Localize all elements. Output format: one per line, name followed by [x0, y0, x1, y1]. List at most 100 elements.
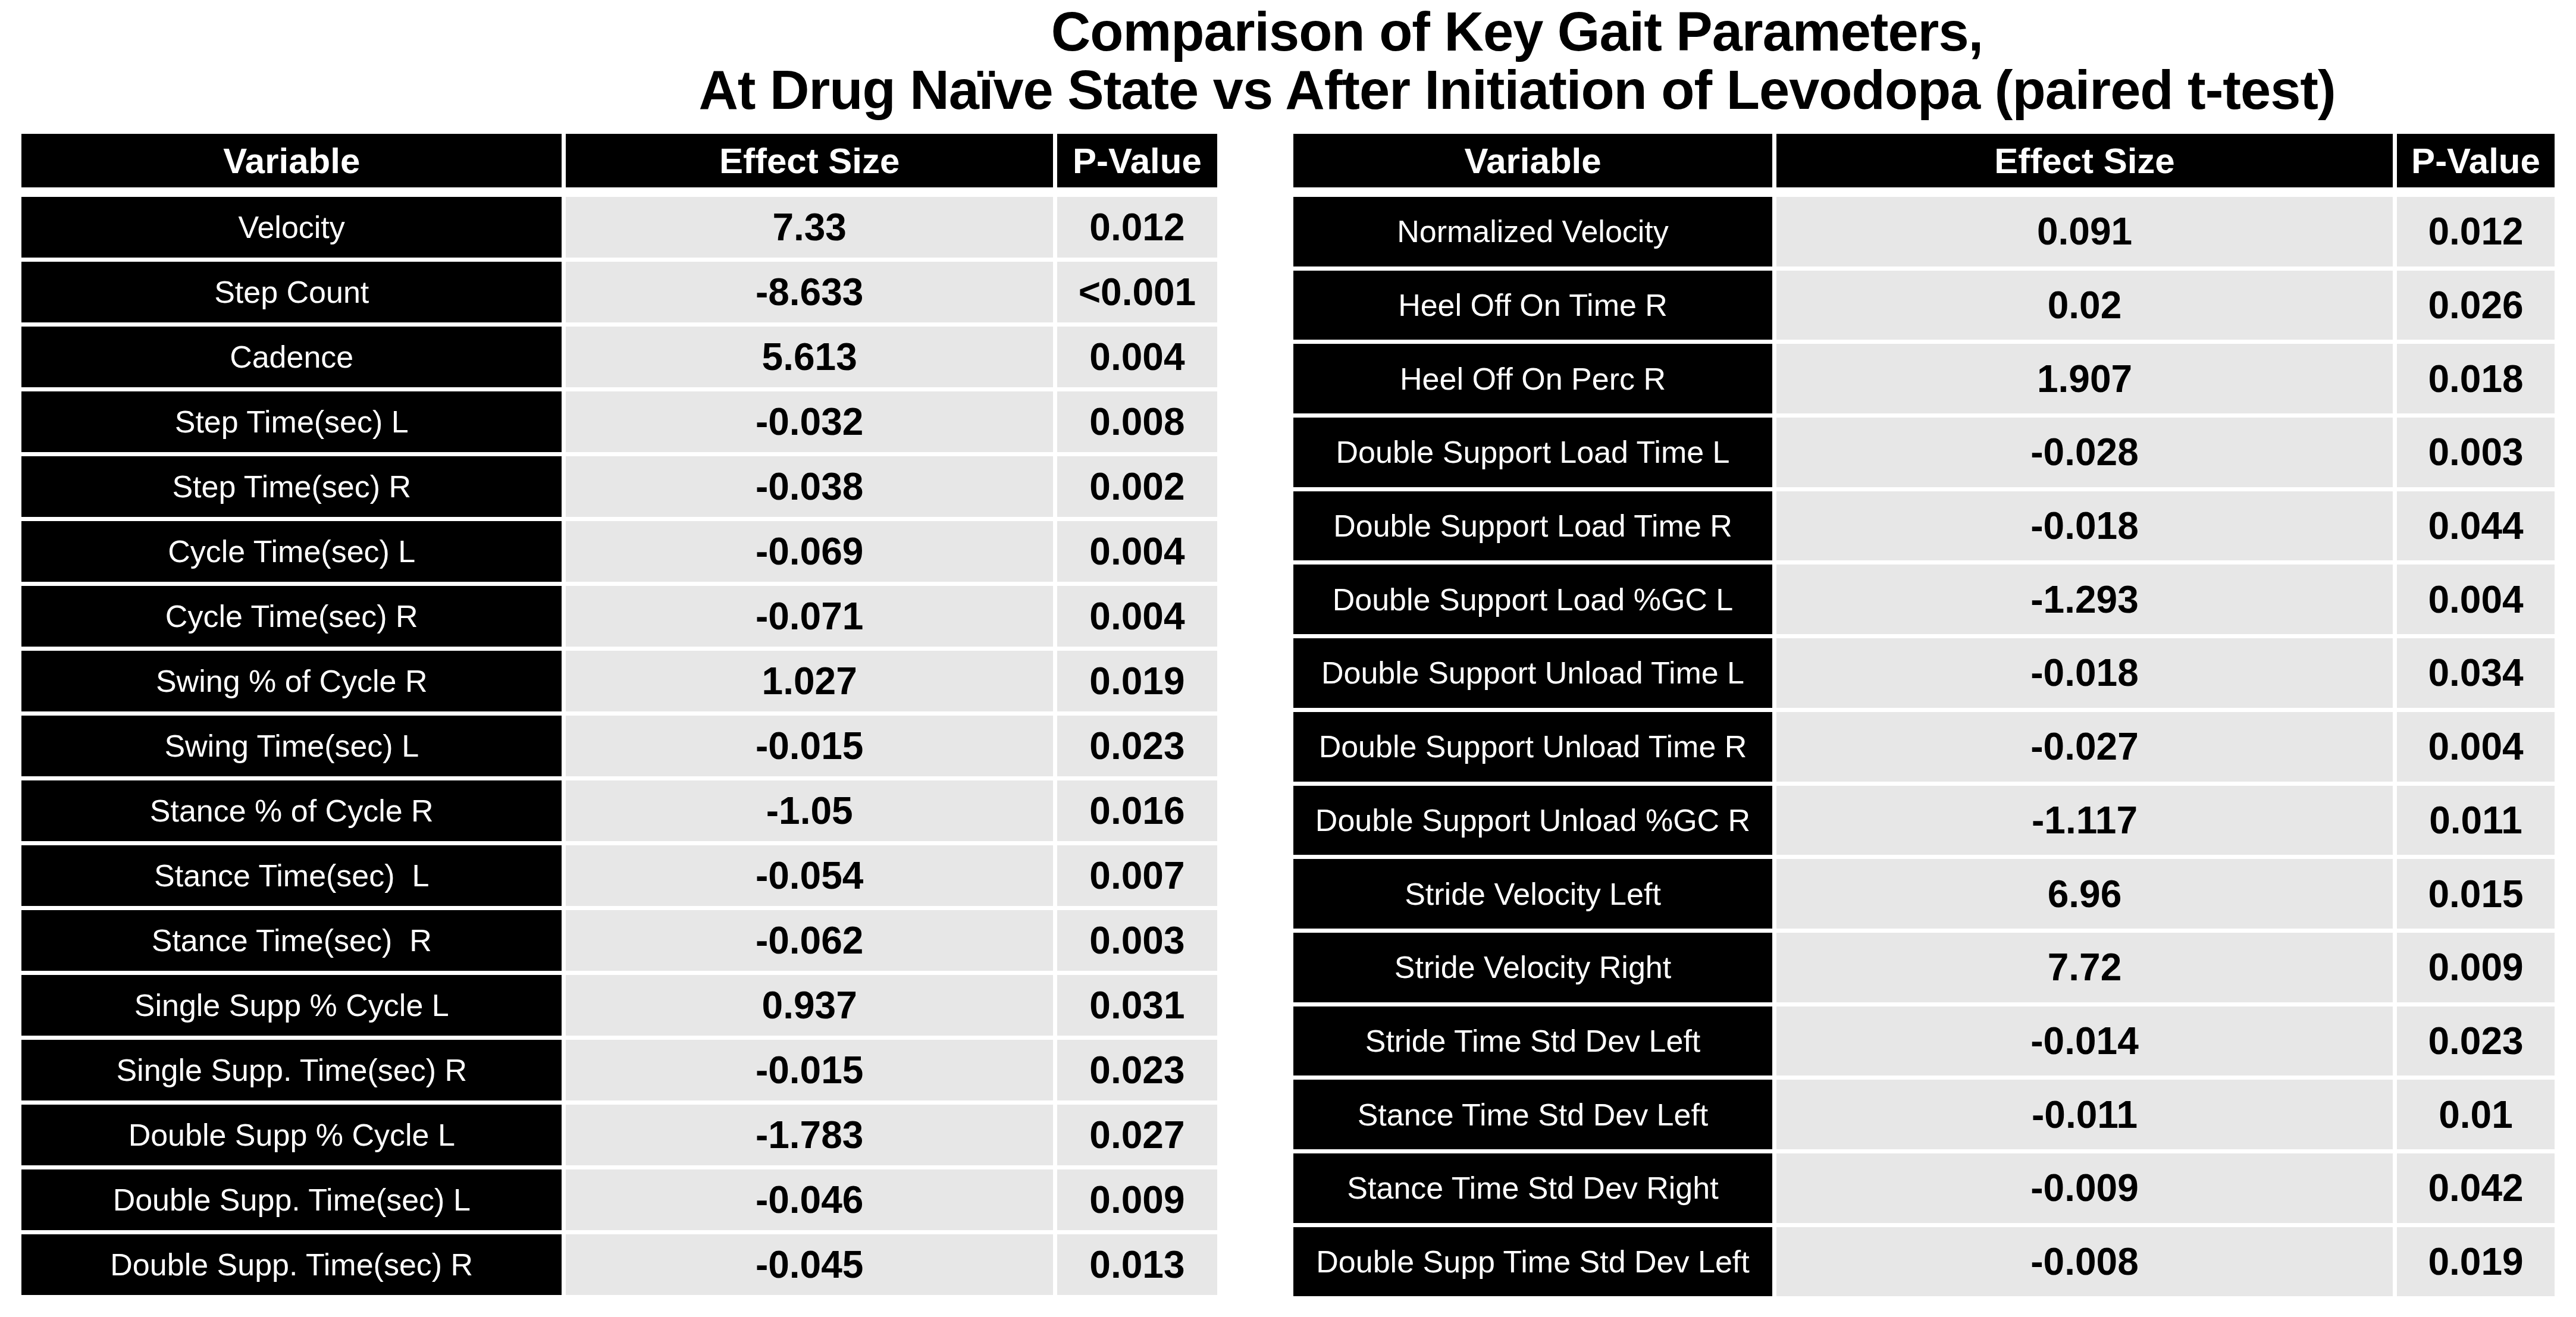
table-row: Heel Off On Perc R1.9070.018 — [1293, 344, 2555, 413]
p-value-cell: 0.004 — [2397, 712, 2555, 782]
table-row: Double Support Load %GC L-1.2930.004 — [1293, 565, 2555, 634]
variable-cell: Double Supp Time Std Dev Left — [1293, 1227, 1772, 1297]
variable-cell: Double Support Unload Time R — [1293, 712, 1772, 782]
p-value-cell: 0.019 — [2397, 1227, 2555, 1297]
variable-cell: Stance Time Std Dev Right — [1293, 1153, 1772, 1223]
table-row: Stance Time(sec) R-0.0620.003 — [21, 910, 1217, 971]
p-value-cell: 0.027 — [1057, 1105, 1217, 1165]
p-value-cell: 0.003 — [2397, 418, 2555, 487]
p-value-cell: 0.007 — [1057, 845, 1217, 906]
table-row: Stance % of Cycle R-1.050.016 — [21, 780, 1217, 841]
table-row: Stride Time Std Dev Left-0.0140.023 — [1293, 1006, 2555, 1076]
effect-size-cell: -0.054 — [566, 845, 1052, 906]
p-value-cell: 0.013 — [1057, 1234, 1217, 1295]
table-row: Double Supp % Cycle L-1.7830.027 — [21, 1105, 1217, 1165]
table-row: Single Supp. Time(sec) R-0.0150.023 — [21, 1040, 1217, 1100]
p-value-cell: 0.034 — [2397, 638, 2555, 708]
table-row: Step Count-8.633<0.001 — [21, 262, 1217, 322]
table-row: Swing Time(sec) L-0.0150.023 — [21, 716, 1217, 776]
p-value-cell: 0.002 — [1057, 456, 1217, 517]
variable-cell: Double Support Load Time R — [1293, 491, 1772, 561]
effect-size-cell: -0.011 — [1776, 1080, 2393, 1149]
table-header-row: VariableEffect SizeP-Value — [21, 134, 1217, 187]
table-header-row: VariableEffect SizeP-Value — [1293, 134, 2555, 187]
effect-size-cell: -0.032 — [566, 391, 1052, 452]
table-row: Double Support Unload Time R-0.0270.004 — [1293, 712, 2555, 782]
effect-size-cell: 5.613 — [566, 327, 1052, 387]
p-value-cell: 0.016 — [1057, 780, 1217, 841]
variable-cell: Double Supp. Time(sec) R — [21, 1234, 562, 1295]
variable-cell: Swing Time(sec) L — [21, 716, 562, 776]
variable-cell: Step Count — [21, 262, 562, 322]
variable-cell: Stance Time Std Dev Left — [1293, 1080, 1772, 1149]
variable-cell: Heel Off On Time R — [1293, 271, 1772, 340]
p-value-cell: 0.018 — [2397, 344, 2555, 413]
effect-size-cell: -0.018 — [1776, 638, 2393, 708]
p-value-cell: 0.011 — [2397, 786, 2555, 855]
variable-cell: Stance % of Cycle R — [21, 780, 562, 841]
p-value-cell: 0.004 — [1057, 521, 1217, 582]
column-header-effect-size: Effect Size — [566, 134, 1052, 187]
effect-size-cell: 1.027 — [566, 651, 1052, 711]
p-value-cell: 0.004 — [1057, 586, 1217, 647]
table-row: Single Supp % Cycle L0.9370.031 — [21, 975, 1217, 1036]
effect-size-cell: -0.045 — [566, 1234, 1052, 1295]
column-header-variable: Variable — [1293, 134, 1772, 187]
p-value-cell: 0.009 — [1057, 1169, 1217, 1230]
variable-cell: Step Time(sec) L — [21, 391, 562, 452]
variable-cell: Double Supp. Time(sec) L — [21, 1169, 562, 1230]
effect-size-cell: 6.96 — [1776, 859, 2393, 929]
variable-cell: Cadence — [21, 327, 562, 387]
p-value-cell: 0.042 — [2397, 1153, 2555, 1223]
effect-size-cell: -0.062 — [566, 910, 1052, 971]
variable-cell: Stance Time(sec) L — [21, 845, 562, 906]
table-row: Step Time(sec) L-0.0320.008 — [21, 391, 1217, 452]
effect-size-cell: -0.071 — [566, 586, 1052, 647]
table-row: Double Support Unload %GC R-1.1170.011 — [1293, 786, 2555, 855]
column-header-p-value: P-Value — [2397, 134, 2555, 187]
p-value-cell: 0.012 — [1057, 197, 1217, 258]
p-value-cell: <0.001 — [1057, 262, 1217, 322]
p-value-cell: 0.023 — [1057, 1040, 1217, 1100]
gait-parameters-table-left: VariableEffect SizeP-Value Velocity7.330.… — [21, 134, 1217, 1295]
variable-cell: Stance Time(sec) R — [21, 910, 562, 971]
effect-size-cell: -1.783 — [566, 1105, 1052, 1165]
table-row: Stride Velocity Right7.720.009 — [1293, 933, 2555, 1002]
effect-size-cell: -0.046 — [566, 1169, 1052, 1230]
table-row: Double Supp Time Std Dev Left-0.0080.019 — [1293, 1227, 2555, 1297]
gait-parameters-table-right: VariableEffect SizeP-Value Normalized Vel… — [1293, 134, 2555, 1296]
p-value-cell: 0.012 — [2397, 197, 2555, 266]
variable-cell: Velocity — [21, 197, 562, 258]
effect-size-cell: -1.117 — [1776, 786, 2393, 855]
p-value-cell: 0.008 — [1057, 391, 1217, 452]
variable-cell: Swing % of Cycle R — [21, 651, 562, 711]
p-value-cell: 0.031 — [1057, 975, 1217, 1036]
effect-size-cell: -8.633 — [566, 262, 1052, 322]
column-header-effect-size: Effect Size — [1776, 134, 2393, 187]
table-body: Normalized Velocity0.0910.012Heel Off On… — [1293, 197, 2555, 1296]
effect-size-cell: 1.907 — [1776, 344, 2393, 413]
table-row: Stance Time Std Dev Right-0.0090.042 — [1293, 1153, 2555, 1223]
effect-size-cell: 0.091 — [1776, 197, 2393, 266]
effect-size-cell: -0.028 — [1776, 418, 2393, 487]
p-value-cell: 0.023 — [1057, 716, 1217, 776]
table-row: Heel Off On Time R0.020.026 — [1293, 271, 2555, 340]
variable-cell: Double Support Load Time L — [1293, 418, 1772, 487]
variable-cell: Stride Time Std Dev Left — [1293, 1006, 1772, 1076]
p-value-cell: 0.003 — [1057, 910, 1217, 971]
variable-cell: Cycle Time(sec) R — [21, 586, 562, 647]
variable-cell: Double Supp % Cycle L — [21, 1105, 562, 1165]
table-row: Velocity7.330.012 — [21, 197, 1217, 258]
p-value-cell: 0.023 — [2397, 1006, 2555, 1076]
effect-size-cell: -0.069 — [566, 521, 1052, 582]
effect-size-cell: 7.72 — [1776, 933, 2393, 1002]
table-row: Double Support Load Time L-0.0280.003 — [1293, 418, 2555, 487]
table-row: Cycle Time(sec) R-0.0710.004 — [21, 586, 1217, 647]
effect-size-cell: 0.937 — [566, 975, 1052, 1036]
p-value-cell: 0.004 — [1057, 327, 1217, 387]
table-row: Double Supp. Time(sec) R-0.0450.013 — [21, 1234, 1217, 1295]
table-row: Swing % of Cycle R1.0270.019 — [21, 651, 1217, 711]
table-row: Normalized Velocity0.0910.012 — [1293, 197, 2555, 266]
effect-size-cell: -0.014 — [1776, 1006, 2393, 1076]
table-row: Stride Velocity Left6.960.015 — [1293, 859, 2555, 929]
